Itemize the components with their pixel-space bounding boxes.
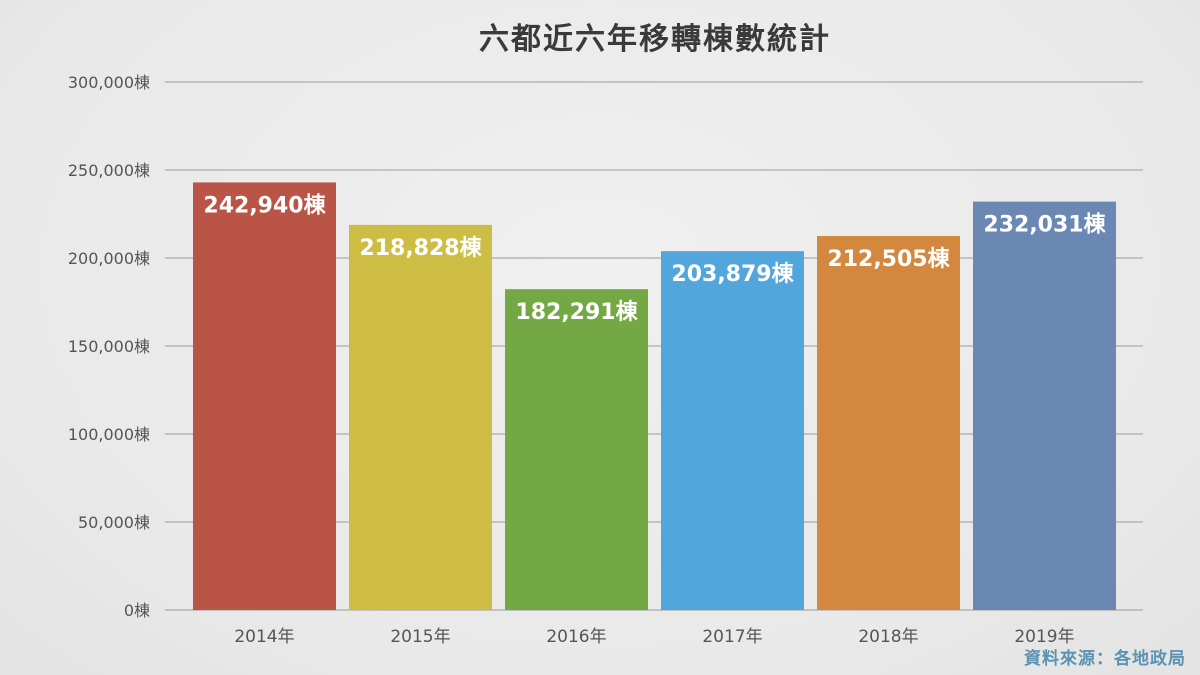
data-label: 232,031棟 xyxy=(983,212,1106,238)
bar-2016年 xyxy=(505,289,648,610)
y-axis-ticks: 0棟 50,000棟 100,000棟 150,000棟 200,000棟 250,000… xyxy=(68,73,150,620)
x-tick-label: 2019年 xyxy=(1014,627,1074,647)
y-tick-label: 150,000棟 xyxy=(68,337,150,356)
y-tick-label: 50,000棟 xyxy=(78,513,150,532)
x-tick-label: 2018年 xyxy=(858,627,918,647)
y-tick-label: 100,000棟 xyxy=(68,425,150,444)
y-tick-label: 0棟 xyxy=(124,601,150,620)
data-label: 182,291棟 xyxy=(515,299,638,325)
bar-2015年 xyxy=(349,224,492,610)
data-label: 212,505棟 xyxy=(827,246,950,272)
bar-2017年 xyxy=(661,251,804,610)
bar-2018年 xyxy=(817,235,960,610)
y-tick-label: 250,000棟 xyxy=(68,161,150,180)
bar-2014年 xyxy=(193,182,336,610)
x-tick-label: 2016年 xyxy=(546,627,606,647)
x-axis-ticks: 2014年 2015年 2016年 2017年 2018年 2019年 xyxy=(234,627,1074,647)
chart-title: 六都近六年移轉棟數統計 xyxy=(479,22,831,57)
x-tick-label: 2015年 xyxy=(390,627,450,647)
x-tick-label: 2017年 xyxy=(702,627,762,647)
bar-2019年 xyxy=(973,201,1116,611)
data-label: 218,828棟 xyxy=(359,235,482,261)
y-tick-label: 300,000棟 xyxy=(68,73,150,92)
bars xyxy=(193,182,1116,611)
data-labels: 242,940棟 218,828棟 182,291棟 203,879棟 212,505棟… xyxy=(203,192,1106,325)
data-label: 203,879棟 xyxy=(671,261,794,287)
data-label: 242,940棟 xyxy=(203,192,326,218)
x-tick-label: 2014年 xyxy=(234,627,294,647)
source-note: 資料來源：各地政局 xyxy=(1024,649,1186,669)
y-tick-label: 200,000棟 xyxy=(68,249,150,268)
